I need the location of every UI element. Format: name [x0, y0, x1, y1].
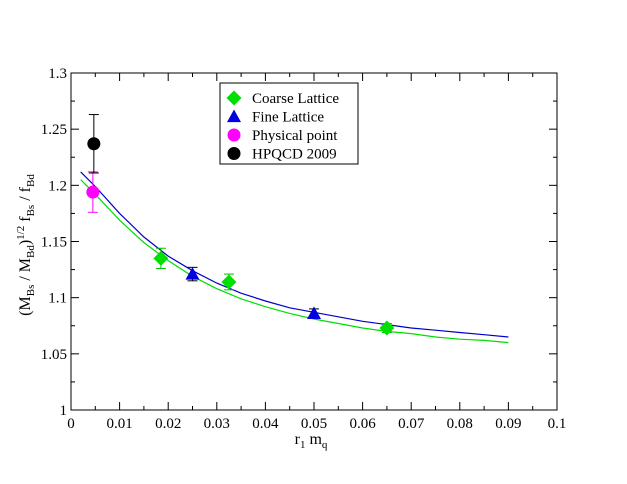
fit-curve-2 — [80, 179, 509, 344]
y-tick-label: 1.25 — [41, 122, 67, 138]
legend: Coarse Lattice Fine Lattice Physical point… — [219, 82, 359, 165]
data-point — [307, 306, 321, 319]
y-axis-label: (MBs / MBd)1/2 fBs / fBd — [15, 174, 37, 316]
legend-marker — [227, 147, 241, 160]
legend-box — [219, 82, 359, 165]
legend-label: Coarse Lattice — [252, 91, 339, 107]
data-point — [379, 320, 395, 336]
y-tick-label: 1.1 — [48, 291, 67, 307]
legend-marker — [227, 128, 241, 142]
data-point — [221, 274, 237, 290]
y-tick-label: 1.05 — [41, 347, 67, 363]
x-tick-label: 0.01 — [106, 416, 132, 432]
x-tick-label: 0.02 — [155, 416, 181, 432]
data-point — [86, 185, 100, 199]
legend-label: Fine Lattice — [252, 110, 324, 126]
x-tick-label: 0.1 — [548, 416, 567, 432]
legend-marker — [227, 109, 241, 123]
legend-label: HPQCD 2009 — [252, 147, 337, 163]
data-point — [87, 137, 101, 151]
y-tick-label: 1.2 — [48, 178, 67, 194]
legend-label: Physical point — [252, 128, 338, 144]
x-tick-label: 0 — [67, 416, 75, 432]
x-axis-ticks: 0 0.01 0.02 0.03 0.04 0.05 0.06 0.07 0.08 0.09 0.1 — [67, 73, 566, 432]
x-tick-label: 0.09 — [495, 416, 521, 432]
x-tick-label: 0.03 — [204, 416, 230, 432]
fit-curves — [80, 171, 509, 344]
data-point — [153, 250, 169, 266]
y-tick-label: 1 — [60, 403, 68, 419]
legend-marker — [226, 90, 242, 106]
x-axis-label: r1 mq — [295, 431, 328, 451]
y-axis-ticks: 1 1.05 1.1 1.15 1.2 1.25 1.3 — [41, 66, 557, 419]
x-tick-label: 0.05 — [301, 416, 327, 432]
y-tick-label: 1.3 — [48, 66, 67, 82]
data-points — [86, 114, 395, 336]
x-tick-label: 0.06 — [349, 416, 376, 432]
x-tick-label: 0.08 — [447, 416, 473, 432]
y-tick-label: 1.15 — [41, 235, 67, 251]
fit-curve-1 — [80, 171, 509, 338]
x-tick-label: 0.04 — [252, 416, 279, 432]
data-point — [185, 267, 200, 280]
x-tick-label: 0.07 — [398, 416, 425, 432]
